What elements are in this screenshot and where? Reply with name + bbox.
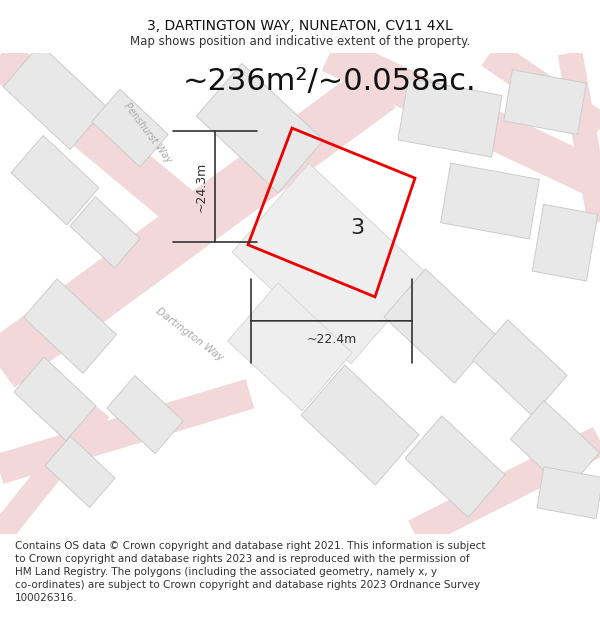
Polygon shape bbox=[232, 163, 428, 364]
Text: Map shows position and indicative extent of the property.: Map shows position and indicative extent… bbox=[130, 35, 470, 48]
Polygon shape bbox=[92, 89, 168, 167]
Polygon shape bbox=[384, 269, 496, 383]
Polygon shape bbox=[228, 283, 352, 411]
Polygon shape bbox=[301, 365, 419, 485]
Polygon shape bbox=[504, 69, 586, 134]
Text: 3, DARTINGTON WAY, NUNEATON, CV11 4XL: 3, DARTINGTON WAY, NUNEATON, CV11 4XL bbox=[147, 19, 453, 33]
Polygon shape bbox=[196, 64, 323, 192]
Polygon shape bbox=[107, 376, 183, 454]
Polygon shape bbox=[14, 357, 96, 441]
Text: 3: 3 bbox=[350, 217, 365, 238]
Text: Penshurst Way: Penshurst Way bbox=[122, 101, 174, 165]
Polygon shape bbox=[45, 436, 115, 508]
Polygon shape bbox=[440, 163, 539, 239]
Text: ~236m²/~0.058ac.: ~236m²/~0.058ac. bbox=[183, 67, 477, 96]
Polygon shape bbox=[3, 44, 107, 149]
Polygon shape bbox=[532, 204, 598, 281]
Polygon shape bbox=[11, 136, 99, 225]
Polygon shape bbox=[473, 320, 567, 416]
Text: ~24.3m: ~24.3m bbox=[194, 161, 208, 212]
Text: ~22.4m: ~22.4m bbox=[307, 333, 356, 346]
Polygon shape bbox=[537, 467, 600, 519]
Text: Contains OS data © Crown copyright and database right 2021. This information is : Contains OS data © Crown copyright and d… bbox=[15, 541, 485, 603]
Polygon shape bbox=[511, 401, 599, 491]
Polygon shape bbox=[70, 197, 140, 268]
Polygon shape bbox=[23, 279, 116, 373]
Polygon shape bbox=[405, 416, 505, 518]
Text: Dartington Way: Dartington Way bbox=[154, 306, 226, 363]
Polygon shape bbox=[398, 78, 502, 157]
